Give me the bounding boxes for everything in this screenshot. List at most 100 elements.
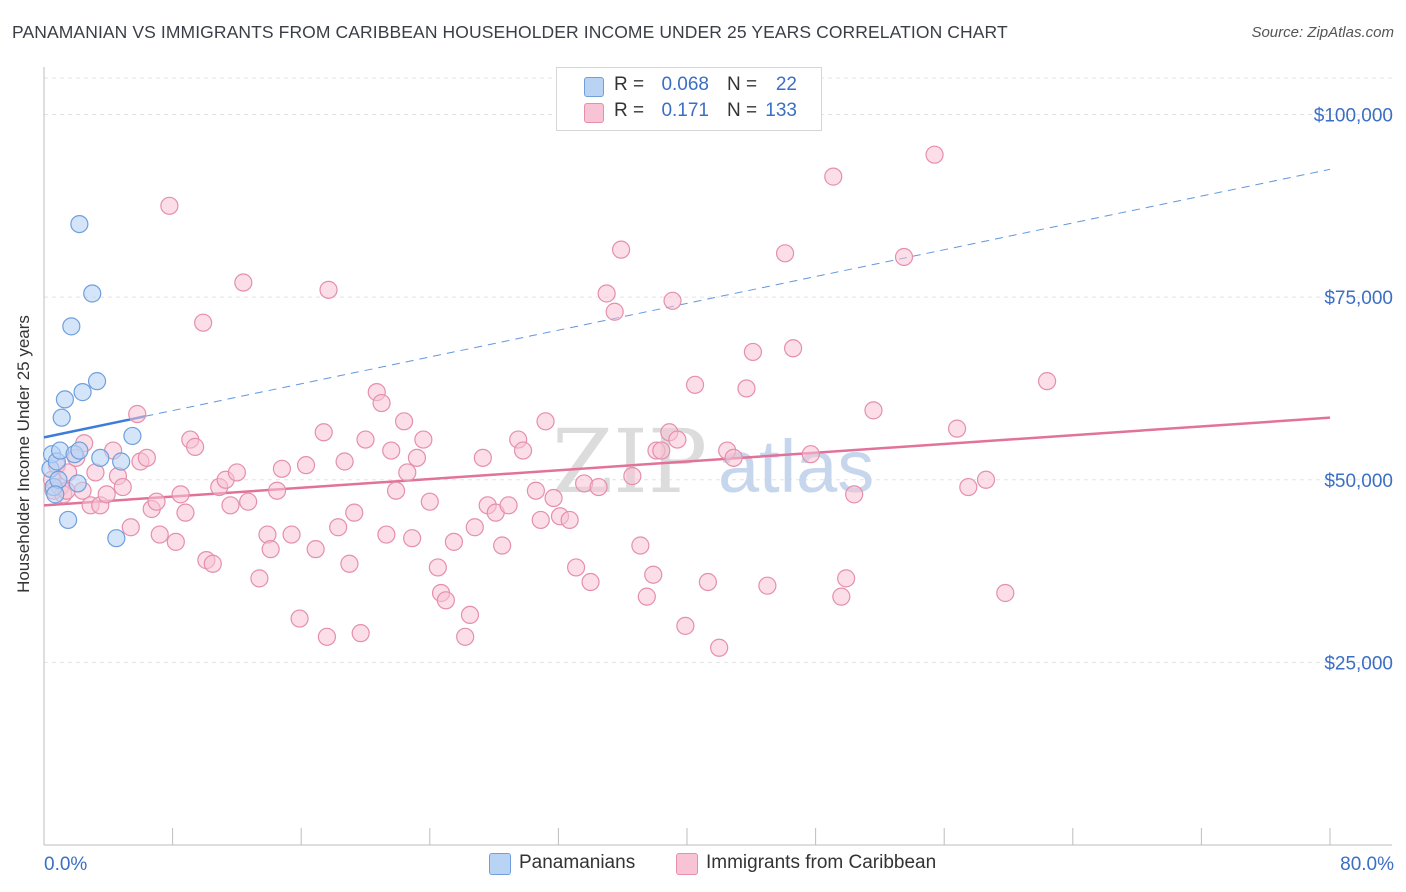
point-caribbean [335,452,354,471]
point-caribbean [166,532,185,551]
legend-swatch-pink [584,103,604,123]
point-caribbean [203,554,222,573]
point-caribbean [150,525,169,544]
legend-r-value: 0.068 [661,74,709,95]
point-panamanians [68,474,87,493]
point-caribbean [345,503,364,522]
point-caribbean [250,569,269,588]
point-caribbean [428,558,447,577]
point-caribbean [864,401,883,420]
point-caribbean [456,627,475,646]
y-tick-label: $50,000 [1324,471,1393,492]
point-caribbean [758,576,777,595]
point-caribbean [372,393,391,413]
point-caribbean [1037,372,1057,391]
bottom-legend-swatch-pink [676,853,698,875]
point-caribbean [737,379,756,398]
y-tick-label: $25,000 [1324,653,1393,674]
trend-line-panamanians-dashed [145,168,1331,417]
point-caribbean [783,339,803,358]
point-caribbean [176,503,195,522]
point-caribbean [663,291,682,310]
points-caribbean [42,145,1057,657]
points-panamanians [41,214,142,548]
bottom-legend-label: Panamanians [519,852,636,873]
point-caribbean [296,456,316,475]
point-panamanians [91,448,110,467]
point-caribbean [261,540,280,559]
point-caribbean [317,627,337,646]
point-caribbean [531,510,550,530]
legend-n-value: 133 [765,100,797,121]
y-tick-label: $100,000 [1314,106,1393,127]
point-caribbean [698,572,717,592]
point-caribbean [605,302,624,321]
point-caribbean [536,412,555,431]
point-panamanians [107,529,126,548]
point-caribbean [832,587,851,606]
point-caribbean [544,488,563,508]
bottom-legend-swatch-blue [489,853,511,875]
legend-r-value: 0.171 [661,100,709,121]
point-caribbean [652,441,671,460]
point-caribbean [560,510,579,530]
point-caribbean [493,536,512,555]
point-caribbean [314,423,333,442]
point-panamanians [112,452,131,471]
point-caribbean [403,529,422,548]
point-caribbean [186,437,205,456]
point-caribbean [97,485,116,504]
point-caribbean [386,481,406,500]
point-caribbean [925,145,944,164]
legend-row-panamanians: R = 0.068 N = 22 [557,74,821,100]
point-panamanians [83,284,102,303]
point-caribbean [837,569,856,588]
point-caribbean [394,412,414,431]
point-caribbean [526,481,545,500]
point-caribbean [644,565,663,584]
point-panamanians [73,383,92,402]
x-tick-label-min: 0.0% [44,854,87,875]
y-tick-label: $75,000 [1324,288,1393,309]
point-caribbean [637,587,656,606]
point-caribbean [460,605,480,625]
point-caribbean [685,375,705,394]
point-caribbean [581,572,600,592]
point-caribbean [171,485,190,504]
point-caribbean [465,518,484,537]
point-caribbean [267,481,287,500]
point-caribbean [272,459,292,478]
point-caribbean [282,525,301,544]
point-panamanians [70,441,89,460]
bottom-legend-label: Immigrants from Caribbean [706,852,937,873]
point-caribbean [194,313,213,332]
point-caribbean [947,419,967,438]
x-tick-label-max: 80.0% [1340,854,1394,875]
point-caribbean [414,430,433,449]
tick-labels: $25,000 $50,000 $75,000 $100,000 0.0% 80.0% [44,106,1394,875]
legend-r-label: R = [614,100,645,121]
point-caribbean [710,638,729,657]
point-caribbean [894,247,914,267]
point-caribbean [306,540,325,559]
point-panamanians [123,426,142,446]
point-caribbean [221,496,240,515]
point-caribbean [996,583,1015,603]
point-caribbean [398,463,417,482]
legend-row-caribbean: R = 0.171 N = 133 [557,100,821,126]
point-panamanians [87,372,107,391]
point-caribbean [137,448,156,467]
point-caribbean [824,167,843,186]
y-axis-label: Householder Income Under 25 years [14,315,33,593]
trend-line-panamanians [43,415,146,439]
point-caribbean [356,430,375,449]
trend-lines [43,168,1331,507]
point-caribbean [473,448,492,467]
point-caribbean [676,616,695,635]
correlation-legend: R = 0.068 N = 22 R = 0.171 N = 133 [556,67,822,131]
point-caribbean [121,518,140,537]
point-caribbean [444,532,464,551]
point-caribbean [597,284,616,303]
point-caribbean [976,470,996,489]
